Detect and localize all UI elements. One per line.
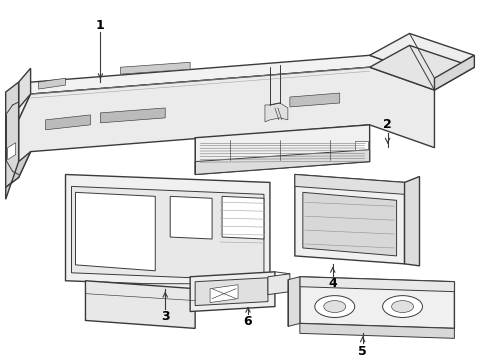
Polygon shape [290, 93, 340, 107]
Polygon shape [295, 175, 405, 264]
Polygon shape [85, 281, 195, 328]
Polygon shape [355, 141, 368, 159]
Polygon shape [72, 186, 264, 281]
Ellipse shape [392, 301, 414, 312]
Ellipse shape [315, 296, 355, 318]
Polygon shape [369, 33, 474, 78]
Polygon shape [19, 67, 435, 177]
Polygon shape [300, 277, 454, 292]
Polygon shape [6, 152, 30, 199]
Polygon shape [405, 176, 419, 266]
Polygon shape [100, 108, 165, 123]
Polygon shape [190, 272, 275, 311]
Text: 4: 4 [328, 277, 337, 290]
Polygon shape [6, 82, 19, 188]
Polygon shape [210, 285, 238, 303]
Polygon shape [195, 278, 268, 306]
Text: 6: 6 [244, 315, 252, 328]
Polygon shape [195, 125, 369, 175]
Polygon shape [46, 115, 91, 130]
Ellipse shape [324, 301, 346, 312]
Polygon shape [66, 175, 270, 289]
Polygon shape [288, 277, 300, 327]
Polygon shape [19, 55, 435, 120]
Polygon shape [19, 68, 30, 108]
Polygon shape [39, 78, 66, 89]
Polygon shape [195, 150, 369, 175]
Polygon shape [222, 196, 264, 239]
Polygon shape [295, 175, 405, 194]
Polygon shape [300, 323, 454, 338]
Text: 3: 3 [161, 310, 170, 323]
Polygon shape [303, 192, 396, 256]
Polygon shape [435, 55, 474, 90]
Text: 1: 1 [96, 19, 105, 32]
Polygon shape [75, 192, 155, 271]
Text: 2: 2 [383, 118, 392, 131]
Polygon shape [8, 143, 16, 159]
Text: 5: 5 [358, 345, 367, 358]
Polygon shape [265, 103, 288, 122]
Polygon shape [130, 284, 200, 311]
Polygon shape [268, 274, 290, 294]
Polygon shape [121, 62, 190, 74]
Ellipse shape [383, 296, 422, 318]
Polygon shape [369, 45, 474, 90]
Polygon shape [300, 277, 454, 328]
Polygon shape [170, 196, 212, 239]
